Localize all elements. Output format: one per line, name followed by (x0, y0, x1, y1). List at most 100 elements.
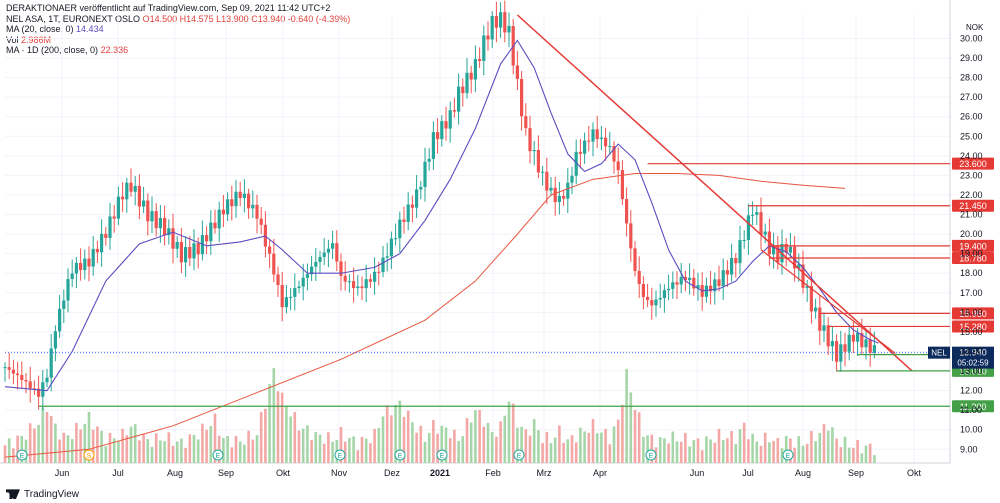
candle-body (108, 216, 112, 238)
candle-body (280, 285, 284, 308)
volume-bar (159, 440, 162, 463)
candle-body (616, 161, 620, 171)
candle-body (146, 200, 150, 222)
volume-bar (587, 432, 591, 463)
candle-body (541, 171, 545, 173)
candle-body (738, 240, 742, 264)
level-label: 15.950 (959, 309, 987, 319)
candle-body (217, 209, 221, 229)
volume-bar (688, 446, 691, 463)
candle-body (293, 288, 297, 297)
candle-body (457, 86, 461, 112)
volume-bar (423, 441, 427, 463)
volume-bar (369, 443, 372, 463)
candle-body (24, 380, 28, 382)
candle-body (557, 195, 561, 203)
volume-bar (440, 425, 444, 463)
chart-legend: DERAKTIONAER veröffentlicht auf TradingV… (6, 3, 350, 56)
y-tick-label: 22.00 (960, 190, 983, 200)
volume-bar (726, 438, 729, 463)
volume-bar (293, 412, 297, 463)
volume-bar (562, 442, 565, 463)
candle-body (658, 298, 662, 300)
candle-body (599, 137, 603, 140)
volume-bar (276, 391, 280, 463)
candle-body (53, 331, 57, 349)
candle-body (360, 286, 364, 289)
candle-body (16, 373, 20, 376)
ma20-line[interactable]: MA (20, close, 0) 14.434 (6, 24, 350, 35)
volume-bar (129, 426, 133, 463)
volume-bar (41, 407, 45, 463)
volume-bar (339, 426, 343, 463)
volume-bar (642, 436, 645, 463)
candle-body (95, 248, 99, 253)
candle-body (184, 246, 188, 263)
event-marker-label: E (338, 453, 343, 460)
volume-label: Vol (6, 34, 19, 45)
volume-bar (377, 428, 381, 463)
candle-body (763, 231, 767, 235)
volume-bar (545, 431, 549, 463)
volume-bar (280, 392, 284, 463)
volume-bar (864, 445, 868, 463)
volume-bar (528, 435, 532, 463)
volume-bar (566, 439, 570, 463)
y-tick-label: 25.00 (960, 131, 983, 141)
candle-body (251, 204, 255, 209)
candle-body (839, 344, 843, 362)
volume-bar (79, 429, 82, 463)
volume-bar (860, 453, 864, 463)
candle-body (205, 235, 209, 242)
candle-body (805, 285, 809, 288)
volume-bar (432, 419, 435, 463)
candle-body (587, 140, 591, 142)
volume-bar (692, 440, 696, 463)
candle-body (465, 72, 469, 94)
volume-bar (364, 438, 368, 463)
volume-line[interactable]: Vol 2.986M (6, 35, 350, 46)
candle-body (801, 264, 805, 288)
volume-bar (448, 438, 452, 463)
candle-body (343, 275, 347, 282)
candle-body (717, 279, 721, 286)
level-label-box (952, 157, 994, 170)
candle-body (633, 248, 637, 271)
candle-body (688, 277, 692, 281)
candle-body (347, 281, 351, 283)
candle-body (730, 258, 734, 275)
volume-bar (301, 428, 305, 463)
ma200-line[interactable]: MA · 1D (200, close, 0) 22.336 (6, 45, 350, 56)
candle-body (797, 264, 801, 269)
volume-bar (385, 405, 389, 463)
candle-body (667, 288, 671, 291)
volume-bar (650, 434, 654, 463)
candle-body (431, 132, 435, 159)
candle-body (37, 388, 41, 397)
volume-bar (495, 436, 498, 463)
volume-bar (217, 435, 221, 463)
volume-bar (209, 426, 213, 463)
volume-bar (289, 416, 292, 463)
x-tick-label: Aug (795, 468, 811, 478)
candle-body (549, 187, 553, 191)
volume-bar (465, 418, 469, 463)
volume-bars (3, 368, 876, 463)
volume-bar (625, 368, 628, 463)
candle-body (835, 341, 839, 362)
volume-bar (91, 429, 95, 463)
candle-body (100, 233, 104, 253)
volume-bar (327, 432, 330, 463)
volume-bar (205, 429, 208, 463)
volume-bar (322, 443, 326, 463)
candle-body (629, 223, 633, 249)
ma20-value: 14.434 (76, 24, 104, 34)
candle-body (406, 204, 410, 222)
candle-body (230, 199, 234, 207)
candle-body (427, 158, 431, 162)
x-axis: Jun Jul Aug Sep Okt Nov Dez 2021 Feb Mrz Apr Jun Jul… (55, 468, 922, 478)
volume-bar (184, 447, 187, 463)
candle-body (872, 345, 876, 353)
volume-bar (873, 455, 876, 463)
